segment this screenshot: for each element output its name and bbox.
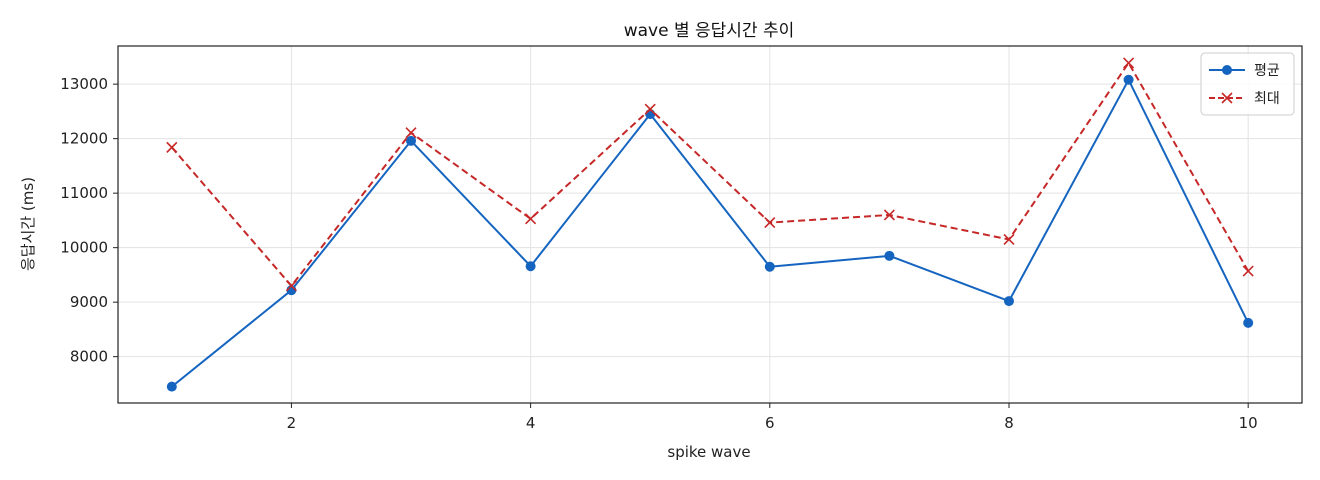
data-point	[405, 127, 417, 139]
data-point	[1243, 317, 1254, 328]
data-point	[764, 261, 775, 272]
legend-marker	[1221, 92, 1233, 104]
legend-item-0: 평균	[1209, 63, 1280, 79]
y-tick-label: 8000	[70, 348, 108, 366]
chart-title: wave 별 응답시간 추이	[624, 21, 795, 41]
data-point	[764, 217, 776, 229]
x-tick-label: 10	[1239, 414, 1258, 432]
data-point	[1003, 296, 1014, 307]
series-line	[171, 78, 1250, 388]
data-point	[1123, 74, 1134, 85]
data-point	[884, 250, 895, 261]
x-axis: 2 4 6 8 10	[287, 403, 1258, 432]
data-point	[883, 209, 895, 221]
series-1	[166, 57, 1254, 292]
legend-label: 최대	[1254, 91, 1280, 107]
data-point	[1123, 57, 1135, 69]
y-tick-label: 12000	[60, 130, 108, 148]
y-axis: 8000 9000 10000 11000 12000 13000	[60, 75, 118, 366]
y-axis-title: 응답시간 (ms)	[19, 177, 37, 271]
plot-frame	[117, 45, 1303, 404]
legend-item-1: 최대	[1209, 91, 1280, 107]
data-point	[406, 135, 417, 146]
y-tick-label: 13000	[60, 75, 108, 93]
series-line	[171, 61, 1250, 287]
x-tick-label: 6	[765, 414, 775, 432]
x-tick-label: 4	[526, 414, 536, 432]
data-point	[1242, 265, 1254, 277]
y-tick-label: 10000	[60, 239, 108, 257]
data-point	[644, 103, 656, 115]
legend-label: 평균	[1254, 63, 1280, 79]
grid	[118, 46, 1302, 403]
series-layer	[166, 57, 1254, 392]
data-point	[1003, 233, 1015, 246]
data-point	[645, 109, 656, 120]
data-point	[166, 381, 177, 392]
legend-marker	[1222, 65, 1232, 75]
data-point	[285, 280, 297, 292]
x-tick-label: 8	[1004, 414, 1014, 432]
y-tick-label: 9000	[70, 293, 108, 311]
data-point	[525, 261, 536, 272]
data-point	[166, 141, 178, 153]
x-axis-title: spike wave	[667, 443, 750, 461]
data-point	[525, 213, 537, 225]
x-tick-label: 2	[287, 414, 297, 432]
series-0	[166, 74, 1254, 392]
y-tick-label: 11000	[60, 184, 108, 202]
legend-box	[1200, 52, 1295, 116]
